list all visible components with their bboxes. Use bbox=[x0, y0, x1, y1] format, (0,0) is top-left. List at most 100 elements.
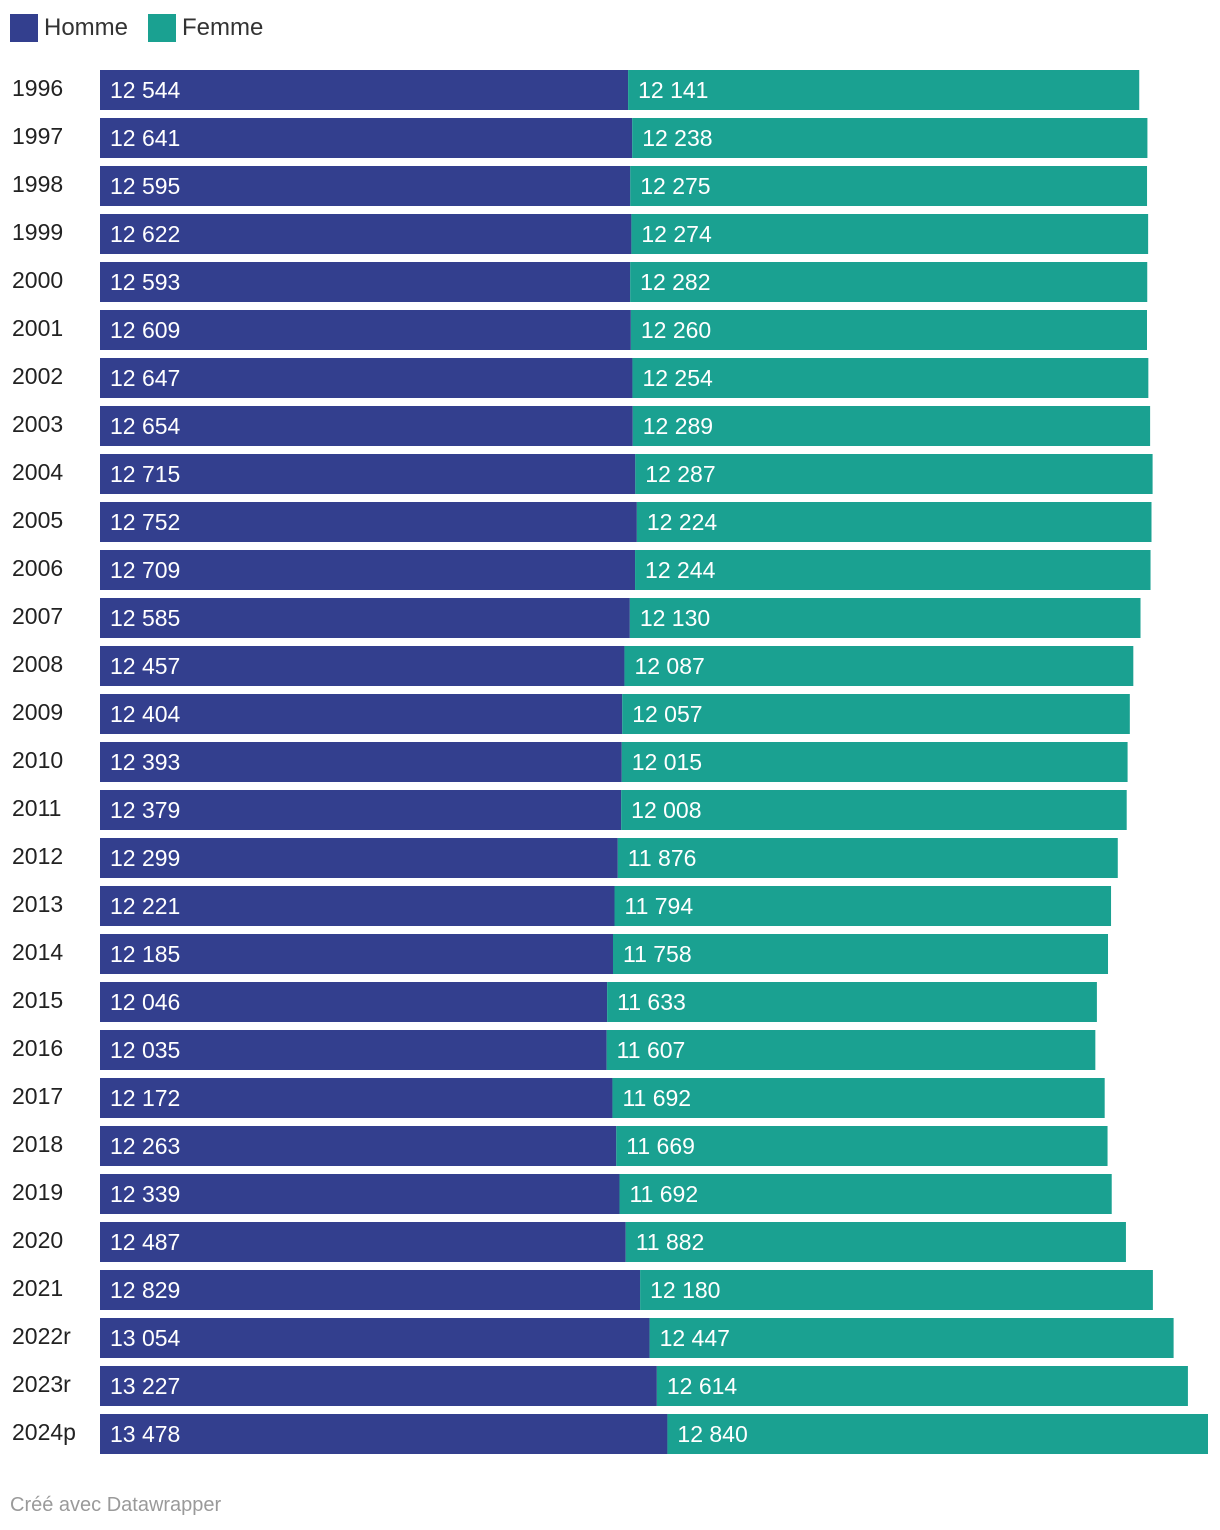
bar-femme-2008 bbox=[624, 646, 1134, 686]
year-label-2004: 2004 bbox=[12, 459, 63, 485]
year-label-2006: 2006 bbox=[12, 555, 63, 581]
year-label-1996: 1996 bbox=[12, 75, 63, 101]
year-label-2001: 2001 bbox=[12, 315, 63, 341]
legend: Homme Femme bbox=[10, 14, 283, 42]
bar-homme-2002 bbox=[100, 358, 633, 398]
bar-homme-2015 bbox=[100, 982, 608, 1022]
value-label-homme-2003: 12 654 bbox=[110, 413, 181, 439]
value-label-femme-2006: 12 244 bbox=[645, 557, 716, 583]
bar-femme-2016 bbox=[606, 1030, 1096, 1070]
year-label-2019: 2019 bbox=[12, 1179, 63, 1205]
bar-homme-2023r bbox=[100, 1366, 657, 1406]
bar-homme-2001 bbox=[100, 310, 631, 350]
value-label-femme-1999: 12 274 bbox=[641, 221, 712, 247]
bar-femme-2004 bbox=[635, 454, 1153, 494]
bar-homme-2014 bbox=[100, 934, 613, 974]
year-label-2009: 2009 bbox=[12, 699, 63, 725]
value-label-femme-2018: 11 669 bbox=[626, 1133, 695, 1159]
value-label-homme-1997: 12 641 bbox=[110, 125, 180, 151]
year-label-2020: 2020 bbox=[12, 1227, 63, 1253]
value-label-homme-2024p: 13 478 bbox=[110, 1421, 180, 1447]
bar-homme-1999 bbox=[100, 214, 632, 254]
value-label-femme-2002: 12 254 bbox=[642, 365, 713, 391]
value-label-homme-2019: 12 339 bbox=[110, 1181, 180, 1207]
bar-femme-2015 bbox=[607, 982, 1097, 1022]
bar-femme-2013 bbox=[614, 886, 1112, 926]
value-label-homme-2014: 12 185 bbox=[110, 941, 180, 967]
value-label-femme-2024p: 12 840 bbox=[677, 1421, 747, 1447]
bar-femme-2017 bbox=[612, 1078, 1105, 1118]
bar-homme-2020 bbox=[100, 1222, 626, 1262]
bar-homme-2010 bbox=[100, 742, 622, 782]
year-label-2002: 2002 bbox=[12, 363, 63, 389]
year-label-2015: 2015 bbox=[12, 987, 63, 1013]
legend-swatch-femme bbox=[148, 14, 177, 42]
value-label-femme-2023r: 12 614 bbox=[667, 1373, 738, 1399]
legend-item-homme: Homme bbox=[10, 14, 128, 42]
bar-homme-2017 bbox=[100, 1078, 613, 1118]
value-label-femme-2014: 11 758 bbox=[623, 941, 692, 967]
year-label-2021: 2021 bbox=[12, 1275, 63, 1301]
value-label-homme-2001: 12 609 bbox=[110, 317, 180, 343]
bar-femme-2023r bbox=[656, 1366, 1188, 1406]
bar-homme-2005 bbox=[100, 502, 637, 542]
value-label-homme-2010: 12 393 bbox=[110, 749, 180, 775]
value-label-femme-2021: 12 180 bbox=[650, 1277, 720, 1303]
value-label-homme-1999: 12 622 bbox=[110, 221, 180, 247]
bar-femme-2002 bbox=[632, 358, 1149, 398]
value-label-homme-2002: 12 647 bbox=[110, 365, 180, 391]
year-label-2005: 2005 bbox=[12, 507, 63, 533]
bar-femme-2014 bbox=[612, 934, 1109, 974]
legend-label-femme: Femme bbox=[182, 14, 264, 41]
bar-homme-2012 bbox=[100, 838, 618, 878]
bar-femme-1996 bbox=[628, 70, 1140, 110]
bar-femme-2018 bbox=[616, 1126, 1108, 1166]
value-label-homme-2006: 12 709 bbox=[110, 557, 180, 583]
bar-homme-2006 bbox=[100, 550, 636, 590]
bar-homme-2007 bbox=[100, 598, 630, 638]
bar-femme-1997 bbox=[632, 118, 1148, 158]
value-label-homme-2012: 12 299 bbox=[110, 845, 180, 871]
year-label-2012: 2012 bbox=[12, 843, 63, 869]
year-label-2007: 2007 bbox=[12, 603, 63, 629]
value-label-homme-2018: 12 263 bbox=[110, 1133, 180, 1159]
value-label-femme-2009: 12 057 bbox=[632, 701, 702, 727]
year-label-2024p: 2024p bbox=[12, 1419, 76, 1445]
bar-homme-1997 bbox=[100, 118, 633, 158]
bar-homme-2013 bbox=[100, 886, 615, 926]
value-label-femme-2008: 12 087 bbox=[634, 653, 704, 679]
value-label-femme-1996: 12 141 bbox=[638, 77, 708, 103]
bar-femme-2009 bbox=[622, 694, 1130, 734]
year-label-2003: 2003 bbox=[12, 411, 63, 437]
bar-femme-1999 bbox=[631, 214, 1149, 254]
bar-femme-2020 bbox=[625, 1222, 1126, 1262]
bar-homme-2009 bbox=[100, 694, 623, 734]
bar-homme-2016 bbox=[100, 1030, 607, 1070]
bar-homme-2018 bbox=[100, 1126, 617, 1166]
value-label-femme-2004: 12 287 bbox=[645, 461, 715, 487]
year-label-2013: 2013 bbox=[12, 891, 63, 917]
value-label-homme-2017: 12 172 bbox=[110, 1085, 180, 1111]
value-label-homme-2009: 12 404 bbox=[110, 701, 181, 727]
year-label-2018: 2018 bbox=[12, 1131, 63, 1157]
bar-homme-2003 bbox=[100, 406, 633, 446]
value-label-femme-2010: 12 015 bbox=[632, 749, 702, 775]
value-label-homme-2016: 12 035 bbox=[110, 1037, 180, 1063]
value-label-homme-2023r: 13 227 bbox=[110, 1373, 180, 1399]
bar-femme-2001 bbox=[630, 310, 1147, 350]
bar-femme-2022r bbox=[649, 1318, 1174, 1358]
bar-femme-1998 bbox=[630, 166, 1148, 206]
value-label-femme-2017: 11 692 bbox=[622, 1085, 691, 1111]
year-label-1997: 1997 bbox=[12, 123, 63, 149]
stacked-bar-chart: 1996 12 544 12 141 1997 12 641 12 238 1998 12 5… bbox=[12, 70, 1208, 1454]
bar-femme-2006 bbox=[635, 550, 1151, 590]
value-label-homme-1996: 12 544 bbox=[110, 77, 181, 103]
year-label-2016: 2016 bbox=[12, 1035, 63, 1061]
value-label-homme-2013: 12 221 bbox=[110, 893, 180, 919]
bar-femme-2000 bbox=[630, 262, 1148, 302]
value-label-homme-2005: 12 752 bbox=[110, 509, 180, 535]
value-label-femme-1998: 12 275 bbox=[640, 173, 710, 199]
legend-item-femme: Femme bbox=[148, 14, 263, 42]
year-label-2014: 2014 bbox=[12, 939, 63, 965]
value-label-femme-2011: 12 008 bbox=[631, 797, 701, 823]
